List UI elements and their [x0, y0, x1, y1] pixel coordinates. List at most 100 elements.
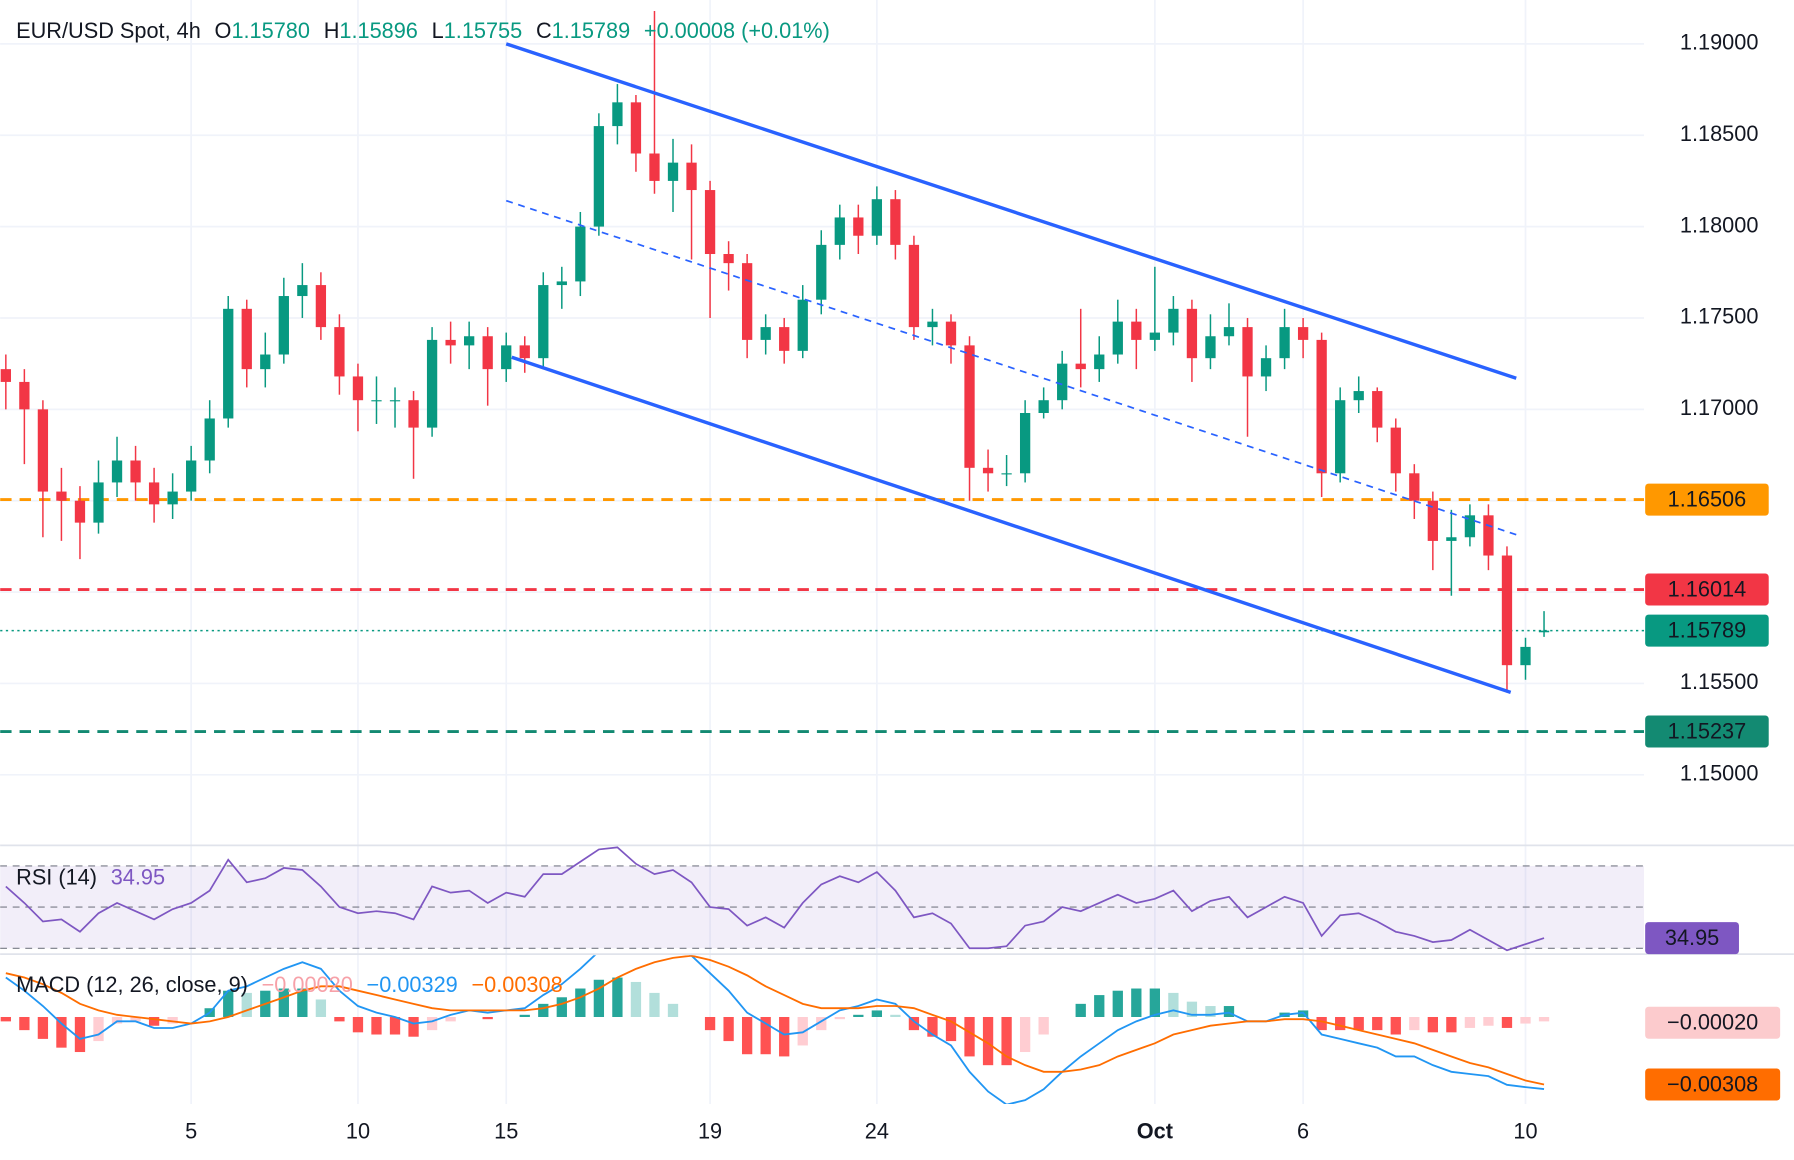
candle-body [816, 244, 827, 300]
level-label-box [1645, 715, 1769, 748]
macd-histogram-bar [871, 1010, 883, 1017]
macd-histogram-bar [37, 1016, 49, 1039]
legend-change: +0.00008 (+0.01%) [644, 18, 830, 43]
macd-histogram-bar [1427, 1016, 1438, 1033]
x-tick-label: Oct [1137, 1118, 1173, 1143]
macd-histogram-bar [945, 1016, 957, 1042]
macd-histogram-bar [1075, 1003, 1086, 1017]
macd-histogram-bar [779, 1016, 790, 1057]
candle-body [982, 467, 994, 474]
macd-histogram-bar [1094, 995, 1105, 1017]
candle-body [204, 418, 215, 461]
legend: EUR/USD Spot, 4h O1.15780 H1.15896 L1.15755… [16, 18, 830, 43]
macd-histogram-bar [408, 1016, 419, 1037]
y-tick-label: 1.19000 [1680, 30, 1759, 55]
macd-histogram-bar [741, 1016, 753, 1055]
candle-body [1297, 327, 1309, 340]
macd-histogram-value: −0.00020 [262, 972, 353, 997]
level-label: 1.15237 [1668, 718, 1747, 743]
candle-body [1279, 327, 1290, 359]
macd-signal-box [1645, 1068, 1781, 1101]
macd-histogram-bar [148, 1016, 160, 1026]
macd-histogram-bar [371, 1016, 382, 1035]
x-tick-label: 24 [865, 1118, 889, 1143]
macd-signal-box-label: −0.00308 [1667, 1071, 1758, 1096]
rsi-line [5, 846, 1545, 952]
macd-histogram-bar [1205, 1006, 1216, 1017]
candle-body [1038, 400, 1049, 413]
macd-histogram-bar [519, 1014, 530, 1017]
level-label-box [1645, 573, 1769, 606]
macd-histogram-bar [297, 988, 308, 1017]
macd-histogram-bar [93, 1016, 104, 1042]
macd-histogram-bar [1483, 1016, 1494, 1026]
candle-body [927, 321, 938, 328]
macd-histogram-bar [111, 1016, 123, 1024]
legend-value: 1.15789 [552, 18, 631, 43]
legend-title: EUR/USD Spot, 4h [16, 18, 201, 43]
rsi-legend: RSI (14) 34.95 [16, 864, 165, 889]
candle-body [464, 336, 475, 346]
macd-histogram-box-label: −0.00020 [1667, 1010, 1758, 1035]
macd-histogram-bar [1316, 1016, 1327, 1031]
candle-body [1019, 412, 1031, 474]
macd-histogram-bar [649, 992, 660, 1017]
candle-body [148, 482, 160, 505]
macd-histogram-bar [1131, 988, 1142, 1017]
macd-histogram-bar [1409, 1016, 1420, 1031]
macd-histogram-bar [426, 1016, 438, 1031]
candle-body [223, 308, 234, 419]
legend-key: O [215, 18, 232, 43]
candle-body [241, 308, 252, 370]
macd-histogram-bar [223, 990, 234, 1017]
macd-line [5, 955, 1545, 1104]
level-label: 1.15789 [1668, 618, 1747, 643]
macd-histogram-bar [1112, 990, 1123, 1017]
legend-value: 1.15780 [231, 18, 310, 43]
macd-histogram-bar [130, 1016, 141, 1022]
candle-body [704, 190, 716, 255]
macd-histogram-bar [445, 1016, 456, 1022]
y-tick-label: 1.18500 [1680, 121, 1759, 146]
legend-key: C [536, 18, 552, 43]
macd-histogram-bar [1520, 1016, 1531, 1024]
level-label: 1.16506 [1668, 486, 1747, 511]
macd-histogram-bar [797, 1016, 808, 1046]
candle-body [945, 321, 957, 346]
candle-body [556, 281, 567, 286]
macd-legend: MACD (12, 26, close, 9) −0.00020 −0.00329−… [16, 972, 563, 997]
candle-body [649, 153, 660, 181]
price-pane [0, 10, 1645, 733]
macd-histogram-bar [0, 1016, 11, 1022]
macd-histogram-bar [74, 1016, 86, 1053]
macd-histogram-bar [1538, 1016, 1550, 1022]
macd-histogram-box [1645, 1006, 1781, 1039]
macd-histogram-bar [1372, 1016, 1383, 1031]
x-tick-label: 6 [1297, 1118, 1309, 1143]
candle-body [871, 199, 883, 236]
macd-histogram-bar [389, 1016, 401, 1035]
candle-body [334, 327, 345, 377]
grid [0, 0, 1645, 1104]
macd-histogram-bar [1353, 1016, 1364, 1031]
y-tick-label: 1.15000 [1680, 761, 1759, 786]
rsi-value: 34.95 [111, 864, 165, 889]
macd-histogram-bar [19, 1016, 30, 1031]
candle-body [408, 400, 419, 428]
macd-histogram-bar [704, 1016, 716, 1031]
macd-histogram-bar [1446, 1016, 1457, 1033]
candle-body [260, 354, 271, 370]
macd-histogram-bar [556, 997, 567, 1017]
macd-histogram-bar [167, 1016, 178, 1024]
macd-histogram-bar [482, 1016, 493, 1020]
candle-body [1094, 354, 1105, 370]
candle-body [1335, 400, 1346, 474]
y-tick-label: 1.17000 [1680, 395, 1759, 420]
candle-body [1501, 555, 1513, 666]
macd-histogram-bar [1168, 992, 1179, 1017]
candle-body [1131, 321, 1142, 340]
candle-body [1205, 336, 1216, 359]
x-tick-label: 10 [1513, 1118, 1537, 1143]
